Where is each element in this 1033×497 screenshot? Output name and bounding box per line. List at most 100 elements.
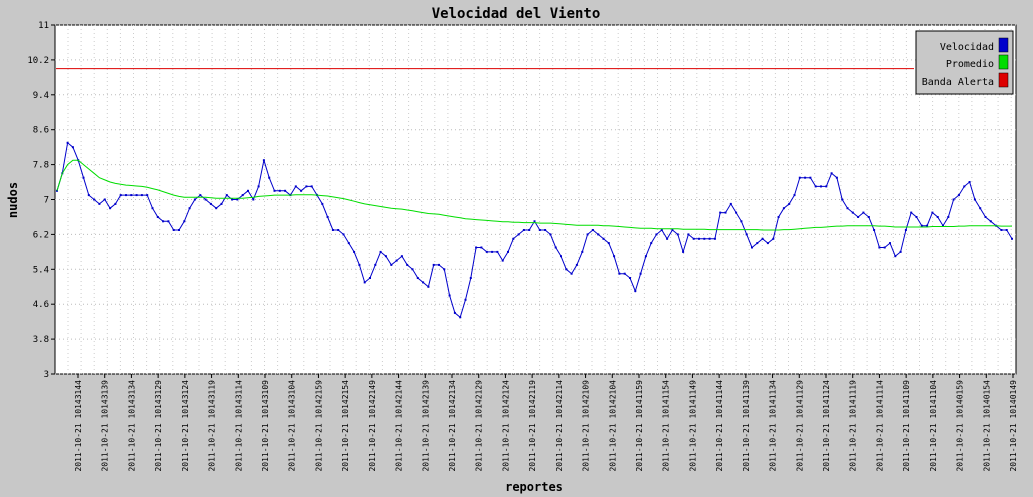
data-point (98, 202, 101, 205)
x-tick-label: 2011-10-21 10141144 (715, 380, 724, 472)
data-point (178, 229, 180, 231)
legend-swatch-promedio (998, 54, 1009, 70)
data-point (623, 272, 626, 275)
legend: Velocidad Promedio Banda Alerta (915, 30, 1014, 95)
data-point (469, 277, 472, 279)
y-tick-label: 3.8 (33, 335, 49, 345)
chart-title: Velocidad del Viento (432, 6, 601, 22)
data-point (719, 211, 722, 214)
data-point (947, 216, 950, 218)
x-tick-label: 2011-10-21 10141109 (902, 380, 911, 472)
x-tick-label: 2011-10-21 10141149 (688, 380, 697, 472)
x-tick-label: 2011-10-21 10141134 (769, 380, 778, 472)
x-tick-label: 2011-10-21 10142139 (421, 380, 430, 472)
data-point (729, 202, 732, 205)
data-point (692, 237, 695, 240)
data-point (687, 233, 690, 236)
data-point (698, 237, 700, 240)
x-tick-label: 2011-10-21 10143139 (101, 380, 110, 472)
data-point (193, 198, 196, 201)
data-point (703, 237, 706, 240)
data-point (438, 263, 440, 266)
data-point (374, 263, 377, 266)
data-point (931, 211, 934, 214)
data-point (883, 246, 886, 249)
data-point (973, 198, 976, 201)
data-point (581, 250, 584, 253)
data-point (485, 250, 488, 253)
data-point (660, 229, 663, 231)
y-tick-label: 7.8 (33, 161, 49, 171)
data-point (252, 198, 255, 201)
data-point (841, 198, 844, 201)
data-point (501, 259, 504, 262)
data-point (899, 250, 902, 253)
data-point (655, 233, 658, 236)
data-point (331, 229, 334, 231)
data-point (867, 216, 870, 218)
legend-label-velocidad: Velocidad (940, 42, 994, 53)
data-point (443, 268, 446, 271)
data-point (188, 207, 191, 210)
data-point (241, 194, 244, 197)
y-tick-label: 8.6 (33, 126, 49, 136)
data-point (448, 294, 451, 297)
data-point (735, 211, 738, 214)
data-point (782, 207, 785, 210)
series-promedio (56, 159, 1012, 231)
x-tick-label: 2011-10-21 10143134 (127, 380, 136, 472)
data-point (390, 263, 393, 266)
x-tick-label: 2011-10-21 10142104 (608, 380, 617, 472)
data-point (491, 250, 494, 253)
data-point (724, 211, 727, 214)
data-point (904, 229, 907, 231)
x-tick-label: 2011-10-21 10142119 (528, 380, 537, 472)
legend-swatch-velocidad (998, 37, 1009, 53)
data-point (777, 216, 780, 218)
data-point (804, 176, 807, 179)
data-point (851, 211, 854, 214)
x-tick-label: 2011-10-21 10141159 (635, 380, 644, 472)
data-point (337, 229, 340, 231)
data-point (273, 189, 276, 192)
data-point (135, 194, 138, 197)
data-point (979, 207, 982, 210)
data-point (167, 220, 170, 223)
data-point (268, 176, 271, 179)
data-point (247, 189, 249, 192)
grid-lines (55, 24, 1016, 375)
x-tick-label: 2011-10-21 10141154 (662, 380, 671, 472)
x-tick-label: 2011-10-21 10143114 (234, 380, 243, 472)
y-axis-label: nudos (6, 182, 20, 218)
x-axis-label: reportes (505, 480, 563, 494)
data-point (284, 189, 287, 192)
x-tick-label: 2011-10-21 10141114 (875, 380, 884, 472)
data-point (294, 185, 297, 188)
data-point (835, 176, 838, 179)
data-point (87, 194, 90, 197)
x-tick-label: 2011-10-21 10143129 (154, 380, 163, 472)
data-point (745, 233, 748, 236)
y-axis-ticks: 3 3.8 4.6 5.4 6.2 7 7.8 8.6 9.4 10.2 11 (27, 21, 55, 380)
data-point (231, 198, 234, 201)
data-point (103, 198, 106, 201)
data-point (220, 202, 223, 205)
data-point (613, 255, 616, 258)
data-point (225, 194, 228, 197)
data-point (1005, 229, 1008, 231)
data-point (512, 237, 515, 240)
data-point (416, 277, 419, 279)
data-point (347, 242, 350, 245)
x-tick-label: 2011-10-21 10142144 (395, 380, 404, 472)
series-line (56, 159, 1012, 231)
data-point (740, 220, 743, 223)
data-point (772, 237, 775, 240)
x-tick-label: 2011-10-21 10142149 (368, 380, 377, 472)
data-point (204, 198, 207, 201)
data-point (560, 255, 562, 258)
data-point (809, 176, 812, 179)
series-velocidad (56, 141, 1013, 319)
data-point (570, 272, 573, 275)
y-tick-label: 11 (38, 21, 49, 31)
data-point (830, 172, 833, 175)
